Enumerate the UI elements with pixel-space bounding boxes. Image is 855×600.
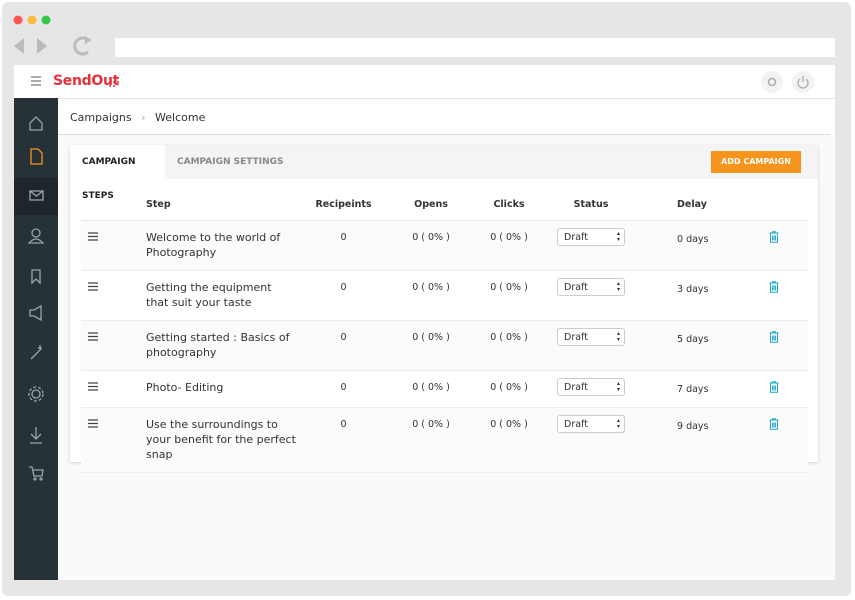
delete-cell[interactable] (740, 320, 808, 371)
trash-icon (769, 418, 779, 430)
delay: 3 days (645, 270, 740, 321)
opens: 0 ( 0% ) (381, 270, 481, 321)
header-cell (740, 188, 808, 221)
logo[interactable]: SendOut (53, 73, 120, 89)
table-row: Getting started : Basics of photography 0… (81, 320, 808, 371)
header-cell: Recipeints (306, 188, 381, 221)
step-name: Getting the equipment that suit your tas… (141, 270, 306, 321)
clicks: 0 ( 0% ) (481, 407, 537, 473)
header-cell: Clicks (481, 188, 537, 221)
recipients: 0 (306, 270, 381, 321)
clicks: 0 ( 0% ) (481, 370, 537, 408)
app-header: SendOut (14, 65, 835, 99)
drag-handle[interactable] (88, 382, 98, 391)
recipients: 0 (306, 407, 381, 473)
browser-controls (13, 15, 92, 56)
card: CAMPAIGN STEPS CAMPAIGN SETTINGS ADD CAM… (70, 145, 818, 473)
divider (58, 134, 830, 135)
drag-cell (81, 270, 141, 321)
header-cell: Opens (381, 188, 481, 221)
recipients: 0 (306, 220, 381, 271)
status-cell: Draft (537, 220, 645, 271)
delay: 5 days (645, 320, 740, 371)
status-select[interactable]: Draft (557, 415, 625, 433)
delete-cell[interactable] (740, 370, 808, 408)
recipients: 0 (306, 370, 381, 408)
tab-bar: CAMPAIGN STEPS CAMPAIGN SETTINGS ADD CAM… (70, 145, 818, 201)
sidebar (14, 98, 58, 580)
delete-cell[interactable] (740, 407, 808, 473)
drag-cell (81, 320, 141, 371)
menu-icon[interactable] (30, 76, 42, 86)
drag-cell (81, 220, 141, 271)
delay: 9 days (645, 407, 740, 473)
drag-handle[interactable] (88, 419, 98, 428)
delay: 0 days (645, 220, 740, 271)
clicks: 0 ( 0% ) (481, 220, 537, 271)
drag-handle[interactable] (88, 282, 98, 291)
header-cell: Delay (645, 188, 740, 221)
recipients: 0 (306, 320, 381, 371)
steps-table: Step Recipeints Opens Clicks Status Delay Wel… (81, 188, 808, 473)
drag-handle[interactable] (88, 232, 98, 241)
step-name: Photo- Editing (141, 370, 306, 408)
opens: 0 ( 0% ) (381, 320, 481, 371)
header-actions[interactable] (760, 70, 820, 94)
status-select[interactable]: Draft (557, 228, 625, 246)
table-row: Use the surroundings to your benefit for… (81, 407, 808, 473)
status-cell: Draft (537, 320, 645, 371)
clicks: 0 ( 0% ) (481, 320, 537, 371)
opens: 0 ( 0% ) (381, 407, 481, 473)
tab-active[interactable]: CAMPAIGN STEPS (70, 145, 165, 201)
trash-icon (769, 331, 779, 343)
breadcrumb-item: Welcome (155, 111, 206, 124)
trash-icon (769, 231, 779, 243)
delete-cell[interactable] (740, 270, 808, 321)
opens: 0 ( 0% ) (381, 370, 481, 408)
status-cell: Draft (537, 407, 645, 473)
clicks: 0 ( 0% ) (481, 270, 537, 321)
opens: 0 ( 0% ) (381, 220, 481, 271)
drag-cell (81, 370, 141, 408)
status-cell: Draft (537, 270, 645, 321)
breadcrumb-item[interactable]: Campaigns (70, 111, 132, 124)
table-row: Welcome to the world of Photography 0 0 ( … (81, 220, 808, 271)
step-name: Use the surroundings to your benefit for… (141, 407, 306, 473)
header-cell (81, 188, 141, 221)
step-name: Welcome to the world of Photography (141, 220, 306, 271)
status-cell: Draft (537, 370, 645, 408)
status-select[interactable]: Draft (557, 278, 625, 296)
delete-cell[interactable] (740, 220, 808, 271)
table-row: Getting the equipment that suit your tas… (81, 270, 808, 321)
drag-handle[interactable] (88, 332, 98, 341)
header-cell: Step (141, 188, 306, 221)
add-step-button[interactable]: ADD CAMPAIGN STEP (711, 151, 801, 188)
trash-icon (769, 281, 779, 293)
breadcrumb: Campaigns › Welcome (70, 111, 205, 124)
url-bar[interactable] (115, 38, 835, 57)
trash-icon (769, 381, 779, 393)
delay: 7 days (645, 370, 740, 408)
breadcrumb-separator: › (141, 111, 146, 124)
status-select[interactable]: Draft (557, 328, 625, 346)
status-select[interactable]: Draft (557, 378, 625, 396)
header-cell: Status (537, 188, 645, 221)
step-name: Getting started : Basics of photography (141, 320, 306, 371)
logo-dots (109, 77, 119, 87)
drag-cell (81, 407, 141, 473)
tab[interactable]: CAMPAIGN SETTINGS (177, 157, 284, 167)
